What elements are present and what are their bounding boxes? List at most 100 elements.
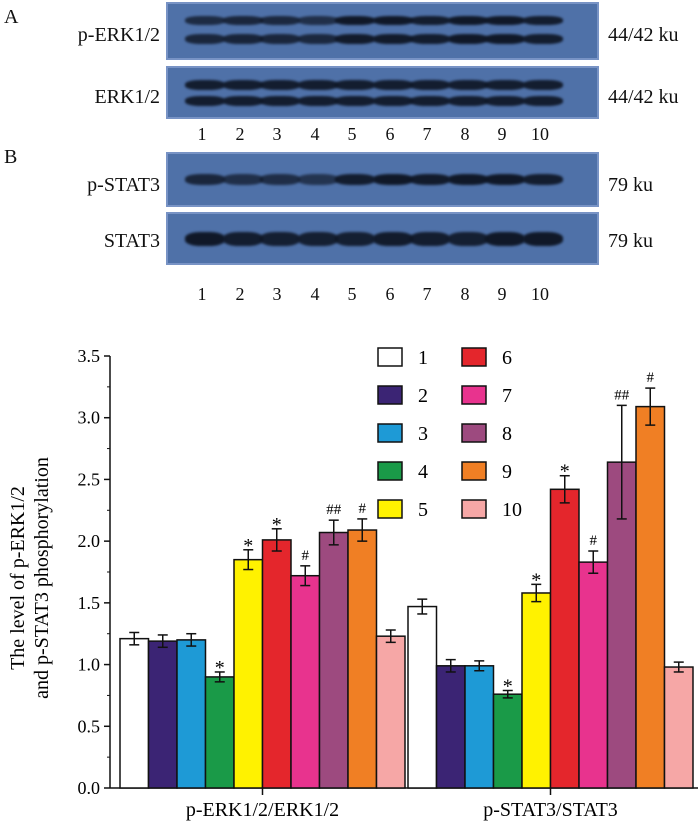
lane-number: 10 (531, 284, 549, 304)
blot-band (373, 96, 413, 106)
bar (663, 666, 694, 789)
blot-band (410, 232, 450, 246)
lane-number: 5 (347, 124, 357, 144)
bar (318, 531, 349, 789)
significance-mark: * (503, 675, 513, 697)
blot-band (523, 16, 563, 25)
blot-band (523, 80, 563, 90)
legend-label: 1 (418, 347, 428, 369)
y-tick-label: 2.5 (78, 469, 101, 489)
bar (176, 639, 207, 789)
legend-label: 5 (418, 499, 428, 521)
significance-mark: ## (614, 387, 630, 403)
blot-band (410, 34, 450, 44)
bar (204, 676, 235, 789)
blot-band (410, 174, 450, 185)
significance-mark: # (302, 548, 310, 564)
blot-band (448, 34, 488, 44)
blot-band (185, 232, 225, 246)
y-axis-label-line1: The level of p-ERK1/2 (7, 486, 29, 670)
bar (464, 665, 495, 789)
bar-chart: The level of p-ERK1/2 and p-STAT3 phosph… (7, 346, 698, 821)
x-tick-label: p-STAT3/STAT3 (483, 799, 618, 821)
blot-band (260, 96, 300, 106)
blot-band (260, 16, 300, 25)
bar (147, 640, 178, 789)
blot-band (485, 232, 525, 246)
legend-label: 2 (418, 385, 428, 407)
legend-label: 6 (502, 347, 512, 369)
y-tick-label: 2.0 (78, 531, 101, 551)
blot-band (448, 16, 488, 25)
significance-mark: # (359, 501, 367, 517)
significance-mark: * (272, 514, 282, 536)
lane-number: 9 (497, 284, 507, 304)
blot-band (523, 174, 563, 185)
legend-label: 10 (502, 499, 522, 521)
blot-band (485, 174, 525, 185)
bar (290, 574, 321, 789)
blot-band (410, 16, 450, 25)
blot-band (410, 96, 450, 106)
lane-number: 8 (460, 124, 470, 144)
significance-mark: # (590, 533, 598, 549)
y-tick-label: 0.0 (78, 778, 101, 798)
blot-band (223, 232, 263, 246)
blot-band (260, 174, 300, 185)
blot-band (298, 34, 338, 44)
blot-band (298, 174, 338, 185)
legend-swatch (461, 423, 487, 443)
blot-band (448, 80, 488, 90)
blot-band (485, 80, 525, 90)
legend-label: 9 (502, 461, 512, 483)
blot-band (185, 34, 225, 44)
bar (261, 539, 292, 789)
blot-band (223, 16, 263, 25)
blot-size-label: 79 ku (608, 174, 653, 196)
legend-swatch (461, 499, 487, 519)
lane-number: 4 (310, 124, 320, 144)
blot-band (373, 16, 413, 25)
blot-size-label: 44/42 ku (608, 86, 679, 108)
lane-number: 7 (422, 284, 432, 304)
blot-band (185, 96, 225, 106)
lane-number: 1 (197, 284, 207, 304)
bar (578, 561, 609, 789)
lane-number: 5 (347, 284, 357, 304)
lane-number: 6 (385, 124, 395, 144)
significance-mark: * (531, 569, 541, 591)
blot-image-erk (166, 66, 599, 119)
legend-swatch (461, 347, 487, 367)
lane-number: 3 (272, 284, 282, 304)
blot-band (223, 80, 263, 90)
legend-label: 7 (502, 385, 512, 407)
blot-band (485, 16, 525, 25)
blot-band (410, 80, 450, 90)
blot-band (335, 16, 375, 25)
blot-band (185, 174, 225, 185)
legend-swatch (461, 461, 487, 481)
legend-swatch (377, 461, 403, 481)
panel-b-label: B (4, 146, 18, 168)
significance-mark: ## (326, 502, 342, 518)
blot-size-label: 44/42 ku (608, 24, 679, 46)
blot-band (373, 232, 413, 246)
blot-row-label: ERK1/2 (94, 86, 160, 108)
lane-number: 1 (197, 124, 207, 144)
blot-band (335, 80, 375, 90)
blot-band (298, 80, 338, 90)
legend-swatch (377, 347, 403, 367)
blot-image-p-erk (166, 2, 599, 60)
blot-band (223, 34, 263, 44)
blot-band (298, 96, 338, 106)
blot-row-label: p-ERK1/2 (77, 24, 160, 46)
blot-band (223, 96, 263, 106)
blot-band (448, 174, 488, 185)
blot-band (335, 174, 375, 185)
bar (347, 529, 378, 789)
y-axis-label-line2: and p-STAT3 phosphorylation (31, 457, 53, 699)
blot-image-stat3 (166, 212, 599, 265)
blot-band (260, 232, 300, 246)
lane-number: 9 (497, 124, 507, 144)
blot-size-label: 79 ku (608, 230, 653, 252)
